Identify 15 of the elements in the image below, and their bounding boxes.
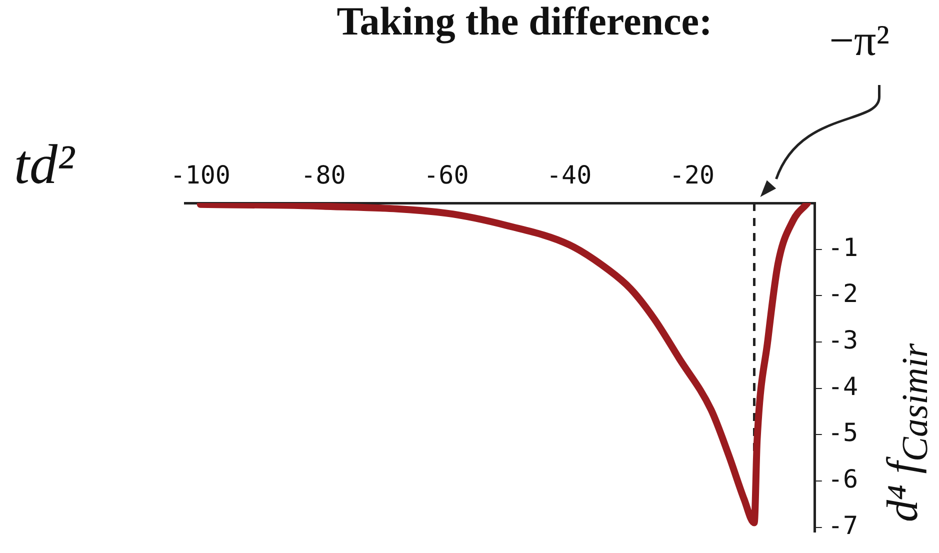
x-tick-label: -100: [170, 160, 230, 190]
y-tick-label: -1: [828, 232, 858, 262]
y-tick-label: -4: [828, 372, 858, 401]
chart-title: Taking the difference:: [336, 0, 712, 44]
x-axis-title: td²: [14, 133, 74, 197]
y-tick-label: -6: [828, 464, 858, 494]
y-tick-label: -7: [828, 510, 858, 540]
x-tick-label: -80: [300, 160, 346, 190]
x-tick-label: -40: [546, 160, 592, 190]
y-tick-label: -5: [828, 418, 858, 448]
x-tick-label: -20: [669, 160, 715, 190]
y-tick-label: -3: [828, 326, 858, 355]
text: −π²: [829, 15, 890, 66]
x-tick-label: -60: [424, 160, 469, 190]
y-tick-label: -2: [828, 279, 858, 308]
